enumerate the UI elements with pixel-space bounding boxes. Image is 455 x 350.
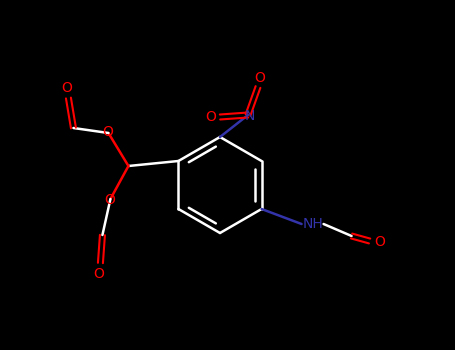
Text: O: O: [254, 71, 265, 85]
Text: O: O: [61, 81, 72, 95]
Text: O: O: [206, 110, 217, 124]
Text: O: O: [104, 193, 115, 207]
Text: O: O: [93, 267, 104, 281]
Text: N: N: [245, 109, 255, 123]
Text: NH: NH: [302, 217, 323, 231]
Text: O: O: [102, 125, 113, 139]
Text: O: O: [374, 235, 385, 249]
